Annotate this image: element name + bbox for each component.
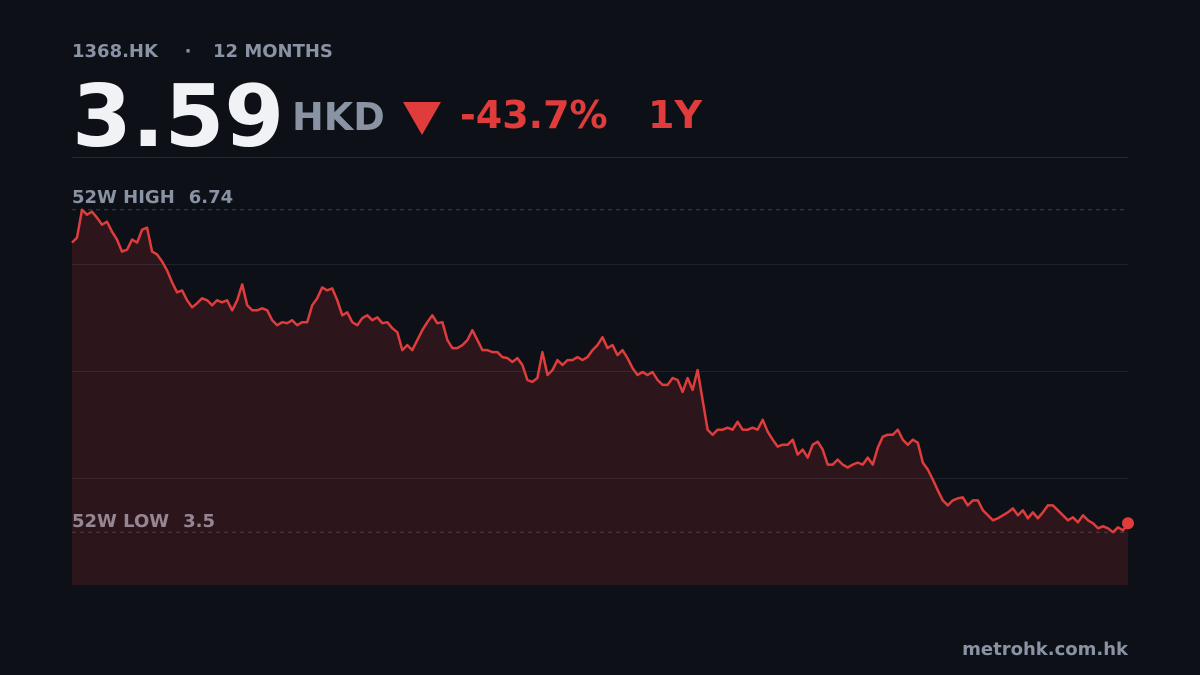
reference-value: 6.74 xyxy=(189,187,233,208)
change-period: 1Y xyxy=(648,93,702,137)
source: metrohk.com.hk xyxy=(962,639,1129,660)
area-fill xyxy=(72,209,1128,586)
price: 3.59 xyxy=(72,67,284,167)
symbol: 1368.HK xyxy=(72,41,159,62)
period: 12 MONTHS xyxy=(213,41,333,62)
reference-value: 3.5 xyxy=(183,511,215,532)
separator: · xyxy=(185,41,192,62)
last-point xyxy=(1122,517,1134,530)
currency: HKD xyxy=(292,95,385,139)
down-arrow xyxy=(403,102,441,135)
change: -43.7% xyxy=(460,93,608,137)
plot: 52W HIGH 6.74 52W LOW 3.5 xyxy=(71,187,1134,586)
reference-label: 52W HIGH xyxy=(72,187,175,208)
reference-label: 52W LOW xyxy=(72,511,169,532)
price-line xyxy=(71,208,1130,534)
